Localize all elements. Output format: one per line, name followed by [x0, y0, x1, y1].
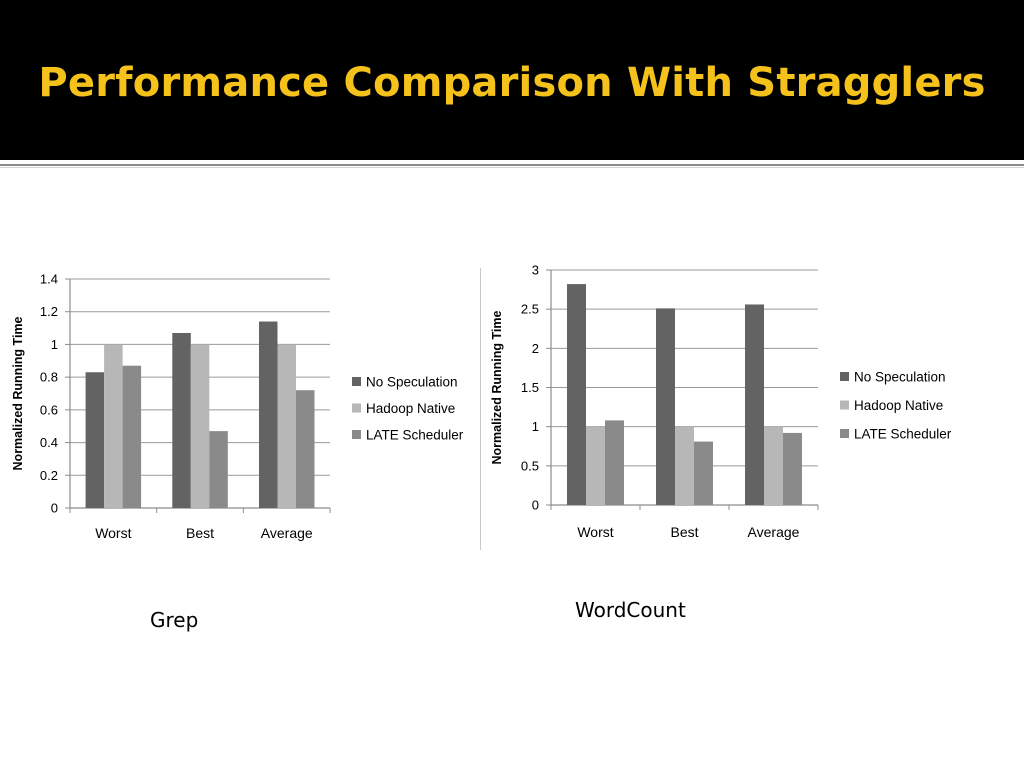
bar-no-speculation [567, 284, 586, 505]
legend-swatch [352, 430, 361, 439]
legend-swatch [840, 429, 849, 438]
y-tick-label: 1.2 [40, 304, 58, 319]
x-tick-label: Average [261, 525, 313, 541]
legend-label: Hadoop Native [366, 401, 455, 416]
y-tick-label: 0.8 [40, 370, 58, 385]
legend-label: No Speculation [366, 375, 458, 390]
wordcount-caption: WordCount [575, 598, 686, 622]
x-tick-label: Worst [95, 525, 131, 541]
y-tick-label: 1 [51, 337, 58, 352]
legend-swatch [840, 372, 849, 381]
slide-title: Performance Comparison With Stragglers [38, 60, 986, 106]
y-tick-label: 0 [532, 498, 539, 513]
legend-swatch [352, 403, 361, 413]
bar-late-scheduler [296, 390, 315, 508]
bar-hadoop-native [675, 426, 694, 505]
bar-late-scheduler [605, 420, 624, 505]
y-tick-label: 0.4 [40, 435, 58, 450]
x-tick-label: Best [670, 524, 698, 540]
bar-no-speculation [745, 304, 764, 505]
legend-label: Hadoop Native [854, 398, 943, 413]
legend-label: No Speculation [854, 370, 946, 385]
bar-no-speculation [259, 321, 278, 508]
bar-hadoop-native [277, 344, 296, 508]
y-tick-label: 3 [532, 263, 539, 278]
y-axis-title: Normalized Running Time [11, 316, 25, 470]
y-tick-label: 2 [532, 341, 539, 356]
bar-late-scheduler [122, 365, 142, 508]
y-tick-label: 0.2 [40, 468, 58, 483]
legend-label: LATE Scheduler [854, 427, 952, 442]
y-tick-label: 1.5 [521, 380, 539, 395]
legend-swatch [352, 377, 361, 386]
bar-late-scheduler [209, 431, 228, 508]
legend-swatch [840, 400, 849, 410]
x-tick-label: Best [186, 525, 214, 541]
y-tick-label: 1.4 [40, 272, 58, 287]
y-tick-label: 0.5 [521, 458, 539, 473]
y-tick-label: 0.6 [40, 402, 58, 417]
bar-late-scheduler [783, 432, 802, 505]
bar-hadoop-native [104, 344, 123, 508]
y-tick-label: 1 [532, 419, 539, 434]
y-tick-label: 0 [51, 501, 58, 516]
bar-late-scheduler [694, 441, 713, 505]
legend-label: LATE Scheduler [366, 428, 464, 443]
bar-hadoop-native [190, 344, 210, 508]
y-axis-title: Normalized Running Time [490, 310, 504, 464]
bar-hadoop-native [586, 426, 605, 505]
title-rule-light [0, 167, 1024, 168]
x-tick-label: Worst [577, 524, 613, 540]
x-tick-label: Average [748, 524, 800, 540]
bar-no-speculation [172, 332, 191, 508]
grep-caption: Grep [150, 608, 199, 632]
title-bar [0, 0, 1024, 160]
bar-no-speculation [656, 308, 675, 505]
title-rule [0, 164, 1024, 166]
chart-divider [480, 268, 481, 550]
y-tick-label: 2.5 [521, 302, 539, 317]
bar-no-speculation [85, 372, 105, 508]
bar-hadoop-native [764, 426, 783, 505]
